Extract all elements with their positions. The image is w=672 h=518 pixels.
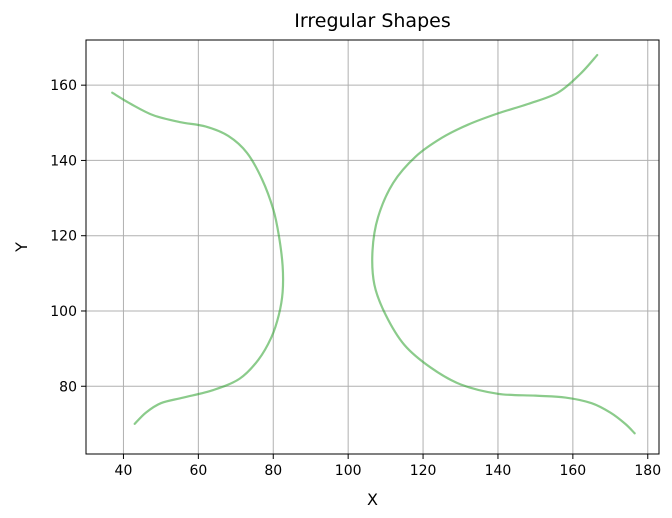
x-tick-label: 120: [410, 463, 437, 479]
x-tick-label: 40: [115, 463, 133, 479]
y-tick-label: 120: [50, 229, 77, 245]
y-tick-label: 100: [50, 304, 77, 320]
ticks: 40 60 80 100 120 140 160 180 80 100 120 140 160: [50, 78, 661, 479]
series-line-2: [371, 53, 636, 435]
x-axis-label: X: [367, 490, 378, 509]
y-tick-label: 80: [59, 379, 77, 395]
y-tick-label: 160: [50, 78, 77, 94]
curves: [111, 53, 636, 435]
x-tick-label: 80: [264, 463, 282, 479]
x-tick-label: 160: [559, 463, 586, 479]
chart-title: Irregular Shapes: [294, 10, 450, 32]
y-tick-label: 140: [50, 153, 77, 169]
series-line-1: [111, 91, 285, 425]
plot-frame: [85, 39, 660, 455]
x-tick-label: 140: [485, 463, 512, 479]
y-axis-label: Y: [12, 242, 31, 253]
x-tick-label: 180: [634, 463, 661, 479]
grid: [86, 40, 659, 454]
x-tick-label: 60: [189, 463, 207, 479]
x-tick-label: 100: [335, 463, 362, 479]
